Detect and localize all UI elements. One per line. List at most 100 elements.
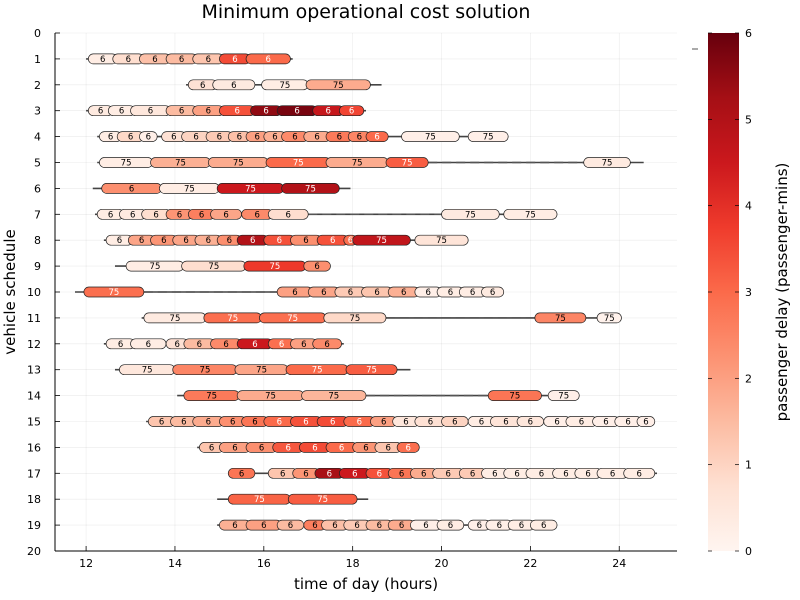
trip-label: 6: [234, 107, 239, 117]
trip-label: 75: [265, 392, 276, 402]
trip-label: 6: [403, 418, 408, 428]
trip-label: 6: [448, 521, 453, 531]
trip-label: 6: [130, 210, 135, 220]
y-tick-label: 9: [34, 260, 41, 273]
trip-label: 75: [270, 262, 281, 272]
trip-label: 75: [293, 159, 304, 169]
trip-label: 6: [232, 443, 237, 453]
trip-bar: [547, 390, 580, 401]
trip-label: 6: [200, 81, 205, 91]
trip-bar: [267, 208, 309, 220]
y-tick-label: 15: [27, 416, 41, 429]
trip-label: 75: [208, 262, 219, 272]
trip-bar: [227, 467, 256, 479]
trip-bar: [503, 208, 558, 220]
colorbar-tick-label: 1: [745, 459, 752, 472]
y-tick-label: 16: [27, 441, 41, 454]
trip-label: 6: [421, 469, 426, 479]
trip-bar: [481, 286, 505, 298]
trip-label: 6: [232, 521, 237, 531]
trip-label: 75: [233, 159, 244, 169]
trip-label: 75: [602, 159, 613, 169]
trip-label: 6: [357, 418, 362, 428]
trip-label: 75: [287, 314, 298, 324]
colorbar-tick-label: 2: [745, 372, 752, 385]
trip-label: 6: [539, 469, 544, 479]
trip-bar: [365, 131, 389, 142]
trip-label: 6: [519, 521, 524, 531]
vehicle-schedule-16: 6 6 6 6 6 6 6 6 6: [197, 442, 420, 453]
trip-label: 6: [179, 55, 184, 65]
y-tick-label: 17: [27, 467, 41, 480]
trip-label: 75: [465, 210, 476, 220]
x-tick-label: 20: [435, 557, 449, 570]
trip-bar: [345, 364, 398, 376]
trip-label: 6: [179, 107, 184, 117]
vehicle-schedule-18: 75 75: [217, 493, 369, 505]
trip-label: 6: [261, 521, 266, 531]
trip-label: 6: [314, 133, 319, 143]
trip-label: 6: [266, 55, 271, 65]
trip-label: 6: [585, 469, 590, 479]
trip-label: 75: [142, 366, 153, 376]
trip-label: 75: [254, 495, 265, 505]
trip-label: 75: [436, 236, 447, 246]
trip-label: 6: [490, 288, 495, 298]
trip-label: 75: [227, 314, 238, 324]
trip-label: 6: [477, 521, 482, 531]
trip-label: 6: [206, 418, 211, 428]
trip-label: 6: [250, 236, 255, 246]
trip-label: 6: [272, 133, 277, 143]
x-axis-label: time of day (hours): [294, 575, 438, 593]
trip-label: 75: [328, 392, 339, 402]
trip-label: 6: [399, 521, 404, 531]
trip-label: 6: [637, 469, 642, 479]
colorbar-tick-label: 6: [745, 27, 752, 40]
trip-label: 6: [348, 288, 353, 298]
vehicle-schedule-19: 6 6 6 6 6 6 6 6 6 6 6 6 6 6: [217, 519, 558, 531]
vehicle-schedule-8: 6 6 6 6 6 6 6 6 6 6 6 75 75: [103, 234, 469, 246]
trip-label: 6: [146, 133, 151, 143]
trip-label: 6: [312, 521, 317, 531]
trip-label: 75: [206, 392, 217, 402]
trip-label: 6: [230, 418, 235, 428]
trip-label: 6: [118, 340, 123, 350]
trip-bar: [305, 79, 371, 91]
vehicle-schedule-5: 75 75 75 75 75 75 75: [97, 157, 644, 169]
trip-bar: [487, 390, 542, 401]
trip-label: 6: [277, 236, 282, 246]
trip-label: 6: [146, 340, 151, 350]
trip-label: 6: [312, 443, 317, 453]
colorbar-gradient: [708, 33, 739, 551]
trip-bar: [414, 234, 469, 246]
trip-label: 6: [610, 469, 615, 479]
trip-label: 75: [425, 133, 436, 143]
trip-bar: [281, 183, 340, 194]
trip-label: 75: [483, 133, 494, 143]
trip-bar: [441, 208, 500, 220]
trip-label: 6: [452, 418, 457, 428]
y-tick-label: 4: [34, 131, 41, 144]
vehicle-schedule-11: 75 75 75 75 75 75: [141, 312, 622, 324]
trip-bar: [312, 338, 342, 350]
trip-bar: [352, 234, 411, 246]
x-tick-label: 22: [523, 557, 537, 570]
trip-label: 75: [558, 392, 569, 402]
trip-label: 75: [150, 262, 161, 272]
trip-bar: [338, 105, 365, 117]
trip-label: 6: [223, 340, 228, 350]
trip-label: 6: [193, 133, 198, 143]
trip-label: 6: [386, 443, 391, 453]
trip-label: 75: [317, 495, 328, 505]
y-tick-label: 0: [34, 27, 41, 40]
trip-bar: [303, 260, 331, 272]
vehicle-schedule-13: 75 75 75 75 75: [114, 364, 411, 376]
trip-label: 75: [349, 314, 360, 324]
trip-label: 6: [292, 288, 297, 298]
x-tick-label: 14: [168, 557, 182, 570]
vehicle-schedule-3: 6 6 6 6 6 6 6 6 6 6: [86, 105, 366, 117]
trip-label: 6: [470, 469, 475, 479]
trip-label: 6: [303, 418, 308, 428]
trip-label: 6: [303, 236, 308, 246]
